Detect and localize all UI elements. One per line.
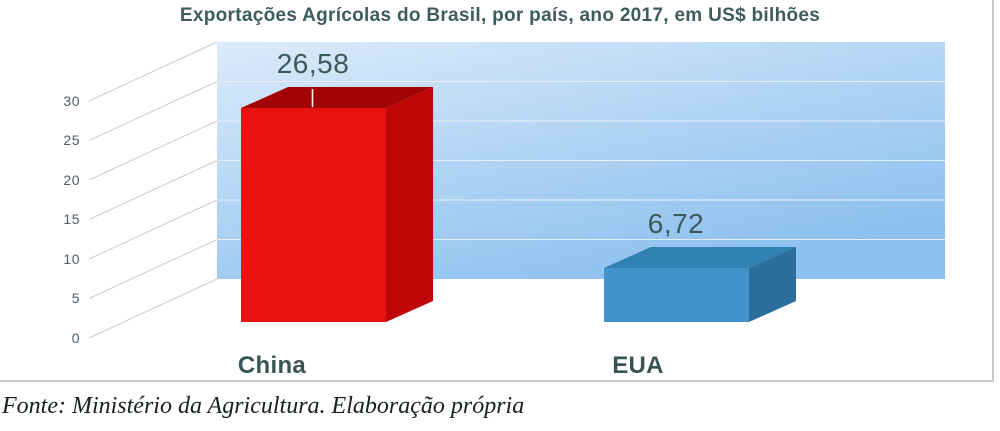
depth-line-25 [88, 81, 218, 141]
bar-eua-front-face [604, 268, 749, 322]
bar-china-front-face [241, 108, 386, 322]
bar-china-side-face [386, 87, 433, 322]
ytick-0: 0 [71, 330, 80, 346]
frame-border-right [992, 0, 994, 381]
depth-line-20 [88, 120, 218, 181]
source-note: Fonte: Ministério da Agricultura. Elabor… [2, 393, 525, 419]
ytick-20: 20 [63, 172, 80, 188]
bar-eua [604, 247, 796, 322]
depth-line-0 [88, 278, 218, 339]
depth-line-10 [88, 199, 218, 260]
ytick-5: 5 [71, 290, 80, 306]
bar-eua-side-face [749, 247, 796, 322]
category-label-eua: EUA [612, 352, 664, 379]
depth-line-15 [88, 160, 218, 220]
value-label-eua: 6,72 [647, 208, 705, 239]
bar-china [241, 87, 433, 322]
ytick-10: 10 [63, 251, 80, 267]
ytick-30: 30 [63, 93, 80, 109]
depth-line-5 [88, 239, 218, 299]
frame-border-bottom [0, 380, 994, 382]
axis-depth-lines [88, 41, 218, 339]
value-label-china: 26,58 [276, 48, 350, 79]
category-label-china: China [237, 352, 307, 379]
chart-title: Exportações Agrícolas do Brasil, por paí… [179, 5, 821, 26]
bar-china-top-face [241, 87, 433, 108]
depth-line-30 [88, 41, 218, 102]
bar-eua-top-face [604, 247, 796, 268]
ytick-15: 15 [63, 211, 80, 227]
ytick-25: 25 [63, 132, 80, 148]
